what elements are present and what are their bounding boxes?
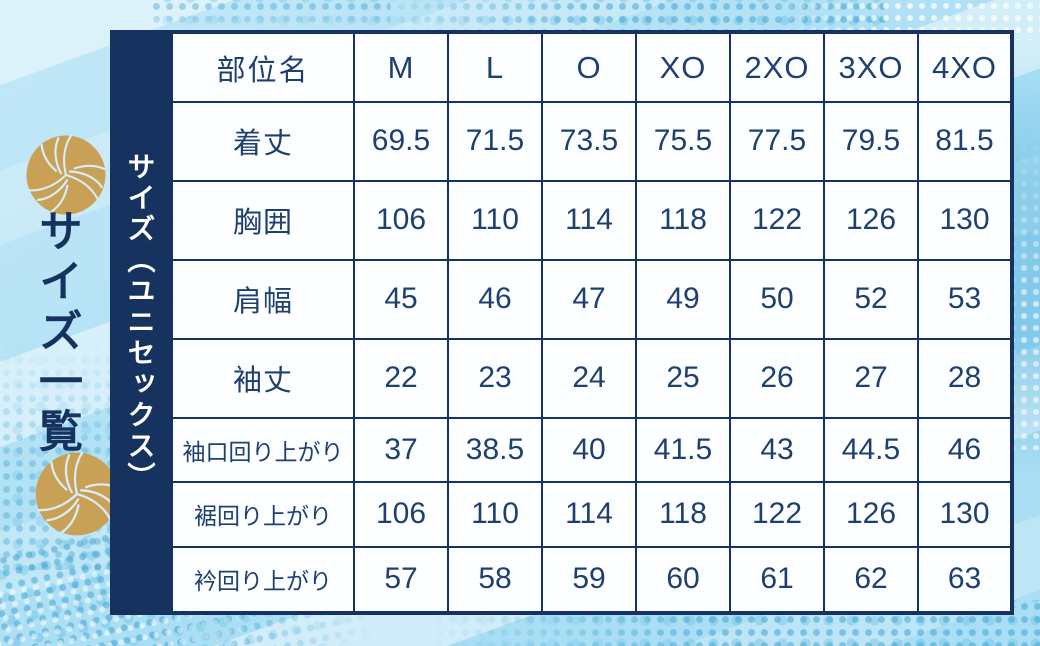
column-header-size-4xo: 4XO xyxy=(917,31,1013,103)
cell-value: 110 xyxy=(447,481,543,548)
cell-value: 62 xyxy=(823,545,919,615)
table-header-row: 部位名 M L O XO 2XO 3XO 4XO xyxy=(170,31,1013,103)
cell-value: 40 xyxy=(541,416,637,484)
cell-value: 49 xyxy=(635,258,731,340)
table-row: 肩幅 45 46 47 49 50 52 53 xyxy=(170,258,1013,340)
cell-value: 50 xyxy=(729,258,825,340)
column-header-size-l: L xyxy=(447,31,543,103)
size-table: 部位名 M L O XO 2XO 3XO 4XO 着丈 69.5 71.5 73… xyxy=(169,30,1014,615)
cell-value: 69.5 xyxy=(353,101,449,182)
table-row: 袖口回り上がり 37 38.5 40 41.5 43 44.5 46 xyxy=(170,416,1013,484)
cell-value: 57 xyxy=(353,545,449,615)
row-label-hem-circumference: 裾回り上がり xyxy=(170,481,355,548)
volleyball-icon xyxy=(35,451,121,538)
cell-value: 47 xyxy=(541,258,637,340)
cell-value: 26 xyxy=(729,337,825,419)
cell-value: 77.5 xyxy=(729,101,825,182)
cell-value: 37 xyxy=(353,416,449,484)
cell-value: 27 xyxy=(823,337,919,419)
row-label-sleeve-length: 袖丈 xyxy=(170,337,355,419)
cell-value: 25 xyxy=(635,337,731,419)
cell-value: 126 xyxy=(823,481,919,548)
cell-value: 106 xyxy=(353,481,449,548)
column-header-size-o: O xyxy=(541,31,637,103)
cell-value: 58 xyxy=(447,545,543,615)
row-label-cuff-circumference: 袖口回り上がり xyxy=(170,416,355,484)
column-header-size-2xo: 2XO xyxy=(729,31,825,103)
cell-value: 130 xyxy=(917,481,1013,548)
cell-value: 59 xyxy=(541,545,637,615)
cell-value: 114 xyxy=(541,179,637,261)
cell-value: 46 xyxy=(447,258,543,340)
cell-value: 52 xyxy=(823,258,919,340)
table-row: 衿回り上がり 57 58 59 60 61 62 63 xyxy=(170,545,1013,615)
cell-value: 41.5 xyxy=(635,416,731,484)
cell-value: 81.5 xyxy=(917,101,1013,182)
cell-value: 28 xyxy=(917,337,1013,419)
column-header-part-name: 部位名 xyxy=(170,31,355,103)
page-title: サイズ一覧 xyxy=(32,208,81,458)
row-label-collar-circumference: 衿回り上がり xyxy=(170,545,355,615)
cell-value: 63 xyxy=(917,545,1013,615)
cell-value: 73.5 xyxy=(541,101,637,182)
cell-value: 110 xyxy=(447,179,543,261)
table-row: 胸囲 106 110 114 118 122 126 130 xyxy=(170,179,1013,261)
cell-value: 106 xyxy=(353,179,449,261)
cell-value: 45 xyxy=(353,258,449,340)
table-row: 着丈 69.5 71.5 73.5 75.5 77.5 79.5 81.5 xyxy=(170,101,1013,182)
cell-value: 60 xyxy=(635,545,731,615)
column-header-size-3xo: 3XO xyxy=(823,31,919,103)
row-label-chest: 胸囲 xyxy=(170,179,355,261)
cell-value: 122 xyxy=(729,179,825,261)
cell-value: 22 xyxy=(353,337,449,419)
column-header-size-m: M xyxy=(353,31,449,103)
cell-value: 23 xyxy=(447,337,543,419)
cell-value: 118 xyxy=(635,481,731,548)
table-row: 裾回り上がり 106 110 114 118 122 126 130 xyxy=(170,481,1013,548)
volleyball-icon xyxy=(26,134,108,217)
cell-value: 118 xyxy=(635,179,731,261)
cell-value: 75.5 xyxy=(635,101,731,182)
cell-value: 61 xyxy=(729,545,825,615)
row-label-shoulder-width: 肩幅 xyxy=(170,258,355,340)
cell-value: 43 xyxy=(729,416,825,484)
unisex-size-bar: サイズ（ユニセックス） xyxy=(110,30,169,615)
cell-value: 79.5 xyxy=(823,101,919,182)
cell-value: 114 xyxy=(541,481,637,548)
cell-value: 130 xyxy=(917,179,1013,261)
cell-value: 71.5 xyxy=(447,101,543,182)
halftone-dots-top xyxy=(330,0,890,34)
halftone-dots-top-left xyxy=(150,0,390,30)
unisex-size-label: サイズ（ユニセックス） xyxy=(124,152,156,493)
cell-value: 44.5 xyxy=(823,416,919,484)
cell-value: 24 xyxy=(541,337,637,419)
column-header-size-xo: XO xyxy=(635,31,731,103)
table-row: 袖丈 22 23 24 25 26 27 28 xyxy=(170,337,1013,419)
cell-value: 126 xyxy=(823,179,919,261)
row-label-body-length: 着丈 xyxy=(170,101,355,182)
cell-value: 38.5 xyxy=(447,416,543,484)
cell-value: 46 xyxy=(917,416,1013,484)
cell-value: 53 xyxy=(917,258,1013,340)
cell-value: 122 xyxy=(729,481,825,548)
